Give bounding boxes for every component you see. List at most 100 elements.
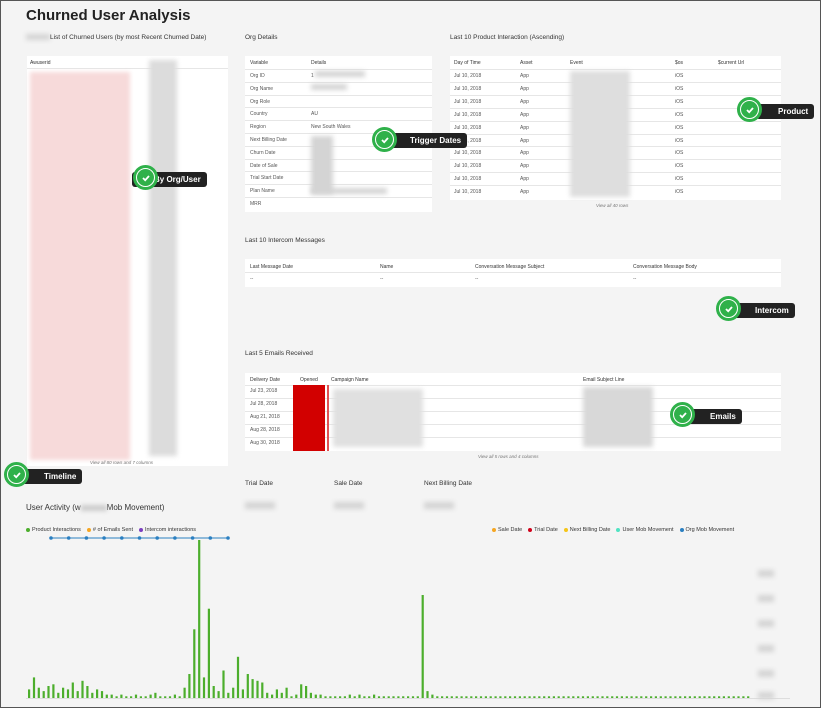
chart-bar [615,696,619,698]
chart-bar [470,696,473,698]
intercom-cell: -- [380,276,384,282]
chart-bar [693,696,696,698]
chart-bar [698,696,701,698]
legend-label: Sale Date [498,527,523,533]
legend-item[interactable]: Sale Date [492,527,522,533]
timeline-point[interactable] [190,536,195,540]
activity-title: User Activity (w Mob Movement) [26,503,164,512]
timeline-point[interactable] [173,536,177,540]
email-row-divider [245,424,781,425]
activity-title-prefix: User Activity (w [26,503,81,512]
emails-footer-link[interactable]: View all 5 rows and 4 columns [478,454,539,459]
chart-bar [659,696,662,698]
chart-bar [426,691,429,698]
legend-item[interactable]: Product Interactions [26,527,81,533]
timeline-point[interactable] [226,536,230,540]
chart-bar [586,696,589,698]
churned-footer-link[interactable]: View all 80 rows and 7 columns [90,460,153,465]
product-row-os: iOS [675,98,684,105]
product-header-url: $current Url [718,60,745,66]
redacted-axis-label [758,595,774,602]
chart-bar [358,694,361,698]
chart-bar [494,696,497,698]
chart-bar [722,696,725,698]
timeline-point[interactable] [137,536,142,540]
email-delivery-date: Jul 23, 2018 [250,388,278,394]
page-title: Churned User Analysis [26,7,191,24]
chart-bar [100,691,104,698]
chart-legend-left: Product Interactions # of Emails Sent Inte… [26,527,196,533]
chart-bar [455,696,458,698]
redacted-campaigns [333,389,423,447]
chart-bar [718,696,721,698]
chart-bar [81,680,84,698]
org-row-divider [245,158,432,160]
email-delivery-date: Jul 28, 2018 [250,401,278,407]
legend-item[interactable]: # of Emails Sent [86,527,133,533]
org-row-divider [245,184,432,186]
legend-item[interactable]: Trial Date [528,527,558,533]
chart-bar [460,696,463,698]
legend-label: Intercom interactions [144,527,197,533]
chart-bar [392,696,395,698]
timeline-point[interactable] [49,536,53,540]
chart-bar [91,692,94,698]
chart-bar [227,692,230,698]
chart-bar [373,694,376,698]
product-row-os: iOS [675,124,684,131]
chart-bar [591,696,594,698]
timeline-point[interactable] [66,536,71,540]
chart-bar [115,696,118,698]
product-footer-link[interactable]: View all 40 rows [596,203,629,208]
product-row-os: iOS [675,111,684,118]
chart-bar [450,696,453,698]
chart-bar [62,687,65,698]
legend-dot [86,528,91,532]
chart-bar [436,696,439,698]
callout-timeline: Timeline [22,469,83,484]
email-row-divider [245,437,781,438]
chart-bar [178,696,181,698]
intercom-cell: -- [475,276,479,282]
product-row-os: iOS [675,176,684,183]
chart-bar [674,696,677,698]
chart-bar [533,696,536,698]
product-row-os: iOS [675,150,684,157]
chart-bar [742,696,745,698]
product-row-os: iOS [675,137,684,144]
email-delivery-date: Aug 28, 2018 [250,427,280,433]
chart-bar [475,696,478,698]
timeline-point[interactable] [120,536,124,540]
legend-label: Org Mob Movement [685,527,735,533]
org-row-variable: Org Role [250,98,271,105]
product-row-asset: App [520,85,529,92]
chart-bar [144,696,147,698]
chart-bar [183,687,186,698]
product-row-date: Jul 10, 2018 [454,189,482,196]
chart-bar [650,696,653,698]
legend-item[interactable]: Org Mob Movement [679,527,735,533]
legend-item[interactable]: Next Billing Date [563,527,610,533]
org-row-divider [245,81,432,83]
redacted-user-ids[interactable] [30,72,130,460]
chart-bar [747,696,750,698]
timeline-point[interactable] [155,536,159,540]
timeline-point[interactable] [84,536,89,540]
chart-bar [110,694,113,698]
chart-bar [348,694,351,698]
redacted-axis-label [758,620,774,627]
activity-title-suffix: Mob Movement) [106,503,165,512]
product-row-asset: App [520,150,529,157]
intercom-header-date: Last Message Date [250,264,294,270]
product-row-asset: App [520,189,529,196]
email-delivery-date: Aug 30, 2018 [250,440,280,446]
callout-product-label: Product [778,107,809,116]
timeline-point[interactable] [102,536,106,540]
chart-bar [96,689,99,698]
legend-item[interactable]: User Mob Movement [616,527,674,533]
org-row-variable: Trial Start Date [250,175,284,182]
timeline-point[interactable] [208,536,213,540]
chart-bar [305,686,308,698]
intercom-header-subject: Conversation Message Subject [475,264,545,270]
legend-item[interactable]: Intercom interactions [138,527,197,533]
